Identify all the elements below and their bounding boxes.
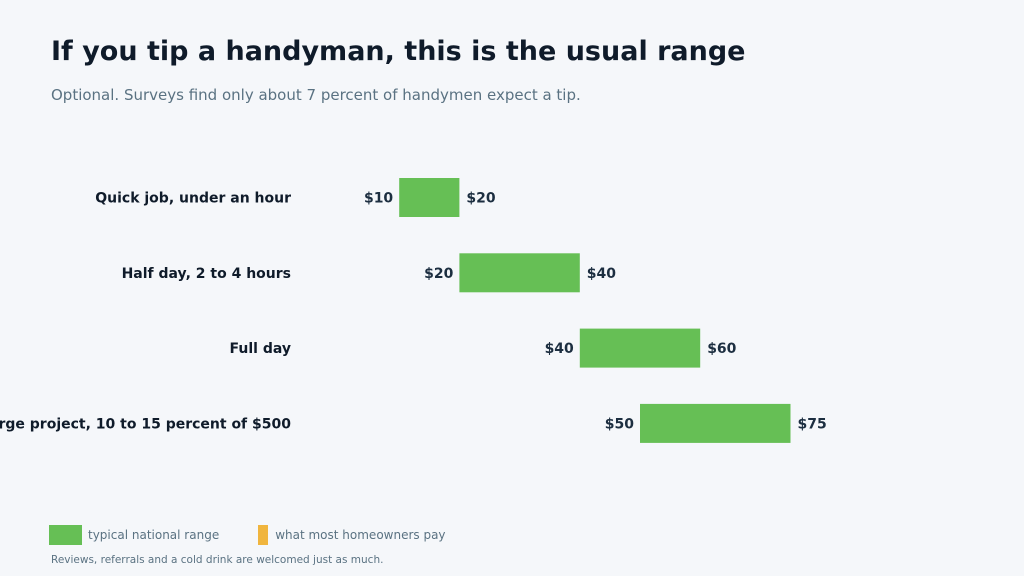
category-label: Half day, 2 to 4 hours bbox=[122, 266, 291, 282]
range-high-label: $60 bbox=[707, 341, 736, 357]
range-bar bbox=[579, 328, 701, 368]
chart-title: If you tip a handyman, this is the usual… bbox=[51, 36, 746, 67]
category-label: Full day bbox=[230, 341, 291, 357]
legend-range-swatch bbox=[49, 525, 82, 545]
legend-range-label: typical national range bbox=[88, 528, 220, 542]
category-label: Large project, 10 to 15 percent of $500 bbox=[0, 416, 291, 432]
range-high-label: $40 bbox=[587, 266, 616, 282]
legend-typical-label: what most homeowners pay bbox=[275, 528, 446, 542]
range-bar bbox=[459, 253, 580, 293]
range-bar bbox=[640, 403, 791, 443]
range-low-label: $10 bbox=[364, 191, 393, 207]
range-bar bbox=[399, 178, 460, 217]
range-high-label: $20 bbox=[466, 191, 495, 207]
category-label: Quick job, under an hour bbox=[95, 191, 291, 207]
range-high-label: $75 bbox=[798, 416, 827, 432]
range-low-label: $40 bbox=[545, 341, 574, 357]
range-low-label: $20 bbox=[424, 266, 453, 282]
legend-typical-swatch bbox=[258, 525, 269, 545]
range-chart: Quick job, under an hour $10 $20 Half day, … bbox=[0, 178, 827, 443]
range-low-label: $50 bbox=[605, 416, 634, 432]
footnote: Reviews, referrals and a cold drink are … bbox=[51, 554, 384, 566]
legend: typical national range what most homeown… bbox=[49, 525, 446, 545]
chart-subtitle: Optional. Surveys find only about 7 perc… bbox=[51, 86, 581, 104]
